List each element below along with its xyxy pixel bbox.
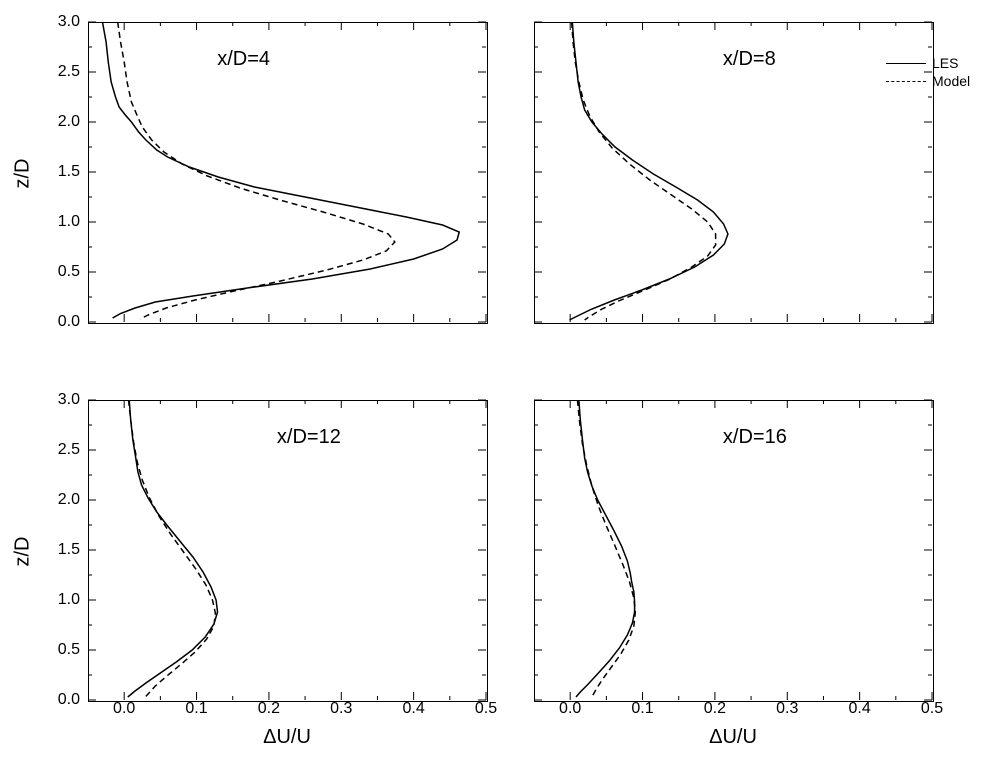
- xtick-label: 0.5: [912, 700, 952, 718]
- legend-model-label: Model: [932, 73, 970, 89]
- xtick-label: 0.5: [466, 700, 506, 718]
- curve-les: [569, 22, 727, 320]
- figure-container: z/D z/D ΔU/U ΔU/U LES Model x/D=40.00.51…: [0, 0, 1000, 760]
- curve-model: [577, 400, 635, 697]
- ytick-label: 1.5: [40, 541, 80, 559]
- ylabel-top: z/D: [12, 159, 35, 189]
- xtick-label: 0.2: [249, 700, 289, 718]
- curve-les: [576, 400, 635, 697]
- ylabel-bottom: z/D: [12, 537, 35, 567]
- subplot-p3: x/D=120.00.51.01.52.02.53.00.00.10.20.30…: [88, 400, 486, 700]
- legend-les-label: LES: [932, 55, 958, 71]
- ytick-label: 2.0: [40, 491, 80, 509]
- ticks: [88, 22, 486, 322]
- ytick-label: 1.0: [40, 591, 80, 609]
- ytick-label: 0.5: [40, 263, 80, 281]
- ytick-label: 1.5: [40, 163, 80, 181]
- ytick-label: 1.0: [40, 213, 80, 231]
- xtick-label: 0.2: [695, 700, 735, 718]
- subplot-p2: x/D=8: [534, 22, 932, 322]
- curve-model: [129, 400, 216, 698]
- panel-label: x/D=8: [723, 48, 776, 71]
- xlabel-left: ΔU/U: [88, 726, 486, 749]
- ytick-label: 2.0: [40, 113, 80, 131]
- ytick-label: 0.0: [40, 691, 80, 709]
- panel-label: x/D=4: [217, 48, 270, 71]
- curve-model: [572, 22, 716, 320]
- xlabel-right: ΔU/U: [534, 726, 932, 749]
- panel-label: x/D=16: [723, 426, 787, 449]
- subplot-p4: x/D=160.00.10.20.30.40.5: [534, 400, 932, 700]
- xtick-label: 0.1: [623, 700, 663, 718]
- ytick-label: 2.5: [40, 441, 80, 459]
- subplot-p1: x/D=40.00.51.01.52.02.53.0: [88, 22, 486, 322]
- xtick-label: 0.4: [840, 700, 880, 718]
- panel-label: x/D=12: [277, 426, 341, 449]
- ytick-label: 0.5: [40, 641, 80, 659]
- xtick-label: 0.3: [767, 700, 807, 718]
- ytick-label: 3.0: [40, 13, 80, 31]
- ytick-label: 0.0: [40, 313, 80, 331]
- xtick-label: 0.3: [321, 700, 361, 718]
- xtick-label: 0.1: [177, 700, 217, 718]
- xtick-label: 0.0: [550, 700, 590, 718]
- ytick-label: 2.5: [40, 63, 80, 81]
- curve-les: [128, 400, 218, 697]
- ytick-label: 3.0: [40, 391, 80, 409]
- xtick-label: 0.0: [104, 700, 144, 718]
- xtick-label: 0.4: [394, 700, 434, 718]
- plot-svg: [88, 22, 486, 322]
- curve-les: [102, 22, 459, 318]
